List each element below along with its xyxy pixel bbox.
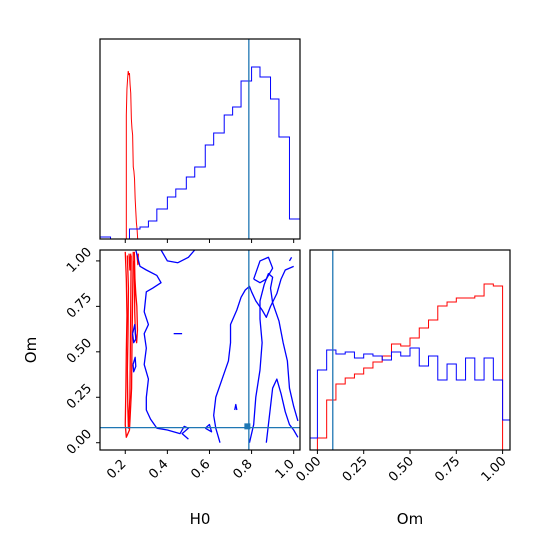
- y-axis-label-om: Om: [22, 337, 40, 363]
- panel-h0-histogram: [99, 38, 301, 243]
- joint-y-tick-label: 0.00: [64, 427, 95, 458]
- joint-contours: [124, 250, 299, 443]
- h0-hist-blue-line: [100, 66, 300, 239]
- contour-blue: [131, 323, 137, 344]
- joint-frame: [99, 249, 301, 451]
- contour-red: [133, 251, 139, 344]
- contour-red: [126, 255, 132, 429]
- h0-hist-series: [100, 66, 300, 239]
- joint-x-tick-label: 0.8: [230, 457, 255, 482]
- om-hist-red-line: [316, 283, 504, 450]
- x-axis-label-h0: H0: [190, 510, 211, 528]
- x-axis-label-om: Om: [397, 510, 423, 528]
- contour-blue: [132, 356, 137, 373]
- om-hist-x-tick-label: 0.00: [293, 454, 324, 485]
- contour-blue: [265, 378, 299, 443]
- om-hist-x-tick-label: 1.00: [479, 454, 510, 485]
- contour-blue: [213, 265, 294, 443]
- panel-om-histogram: 0.00 0.25 0.50 0.75 1.00 Om: [293, 249, 511, 528]
- contour-blue: [248, 272, 299, 443]
- joint-x-tick-label: 1.0: [273, 457, 298, 482]
- om-hist-blue-line: [310, 347, 510, 450]
- panel-joint-contour: 0.2 0.4 0.6 0.8 1.0 0.00 0.25 0.50 0.75 1.00 H0 Om: [22, 245, 301, 528]
- joint-x-tick-label: 0.4: [146, 457, 171, 482]
- truth-marker: [244, 423, 251, 430]
- contour-red: [124, 251, 134, 438]
- h0-hist-frame: [99, 38, 301, 240]
- joint-x-tick-label: 0.2: [104, 457, 129, 482]
- joint-y-tick-label: 0.50: [64, 336, 95, 367]
- joint-x-tick-label: 0.6: [188, 457, 213, 482]
- h0-hist-red-line: [125, 70, 139, 239]
- contour-blue: [135, 250, 190, 440]
- contour-blue: [234, 403, 238, 411]
- contour-blue: [160, 250, 196, 264]
- om-hist-x-tick-label: 0.75: [432, 454, 463, 485]
- om-hist-x-tick-label: 0.50: [386, 454, 417, 485]
- om-hist-series: [310, 283, 510, 450]
- joint-y-tick-label: 0.75: [64, 290, 95, 321]
- joint-y-tick-label: 0.25: [64, 381, 95, 412]
- contour-blue: [288, 256, 293, 262]
- contour-red: [128, 253, 132, 271]
- contour-blue: [253, 256, 274, 284]
- joint-y-tick-label: 1.00: [64, 245, 95, 276]
- om-hist-x-tick-label: 0.25: [340, 454, 371, 485]
